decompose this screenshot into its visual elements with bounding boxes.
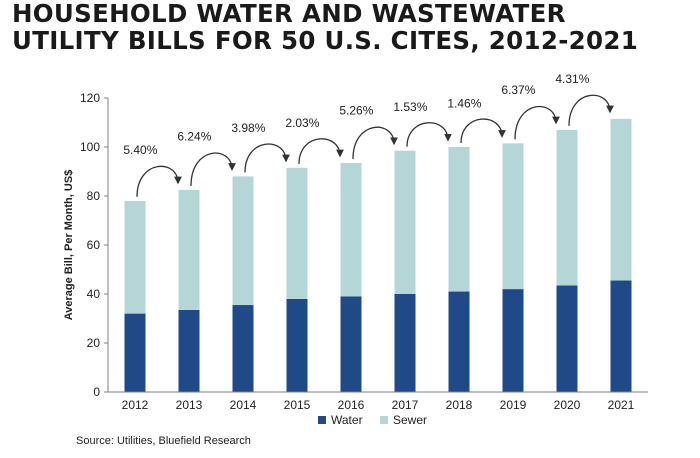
x-tick-label: 2021 bbox=[608, 398, 635, 412]
growth-arrow bbox=[136, 165, 182, 197]
legend-label-water: Water bbox=[331, 413, 363, 427]
title-line-1: HOUSEHOLD WATER AND WASTEWATER bbox=[12, 0, 566, 28]
growth-arrow bbox=[568, 94, 614, 126]
growth-label: 5.40% bbox=[123, 143, 157, 157]
growth-arrow bbox=[244, 143, 290, 173]
bar-sewer bbox=[340, 162, 362, 297]
x-tick-label: 2020 bbox=[554, 398, 581, 412]
x-tick-label: 2014 bbox=[230, 398, 257, 412]
bar-sewer bbox=[448, 147, 470, 292]
bar-water bbox=[178, 309, 200, 392]
growth-arrow bbox=[298, 138, 344, 164]
bar-sewer bbox=[178, 189, 200, 310]
bar-water bbox=[610, 280, 632, 392]
x-tick-label: 2017 bbox=[392, 398, 419, 412]
y-tick-label: 60 bbox=[87, 238, 101, 252]
bar-sewer bbox=[124, 200, 146, 314]
bar-water bbox=[340, 296, 362, 392]
growth-label: 4.31% bbox=[555, 72, 589, 86]
y-tick-label: 100 bbox=[80, 140, 100, 154]
growth-label: 6.37% bbox=[501, 83, 535, 97]
growth-arrow bbox=[352, 126, 398, 159]
bar-water bbox=[394, 294, 416, 392]
x-tick-label: 2013 bbox=[176, 398, 203, 412]
y-tick-label: 20 bbox=[87, 336, 101, 350]
legend-swatch-water bbox=[318, 416, 326, 424]
growth-label: 2.03% bbox=[285, 116, 319, 130]
bar-sewer bbox=[610, 118, 632, 281]
y-tick-label: 40 bbox=[87, 287, 101, 301]
growth-label: 6.24% bbox=[177, 129, 211, 143]
bar-water bbox=[448, 291, 470, 392]
bar-water bbox=[124, 313, 146, 392]
growth-label: 5.26% bbox=[339, 104, 373, 118]
growth-arrow bbox=[460, 118, 506, 144]
bar-sewer bbox=[394, 150, 416, 294]
bar-water bbox=[232, 305, 254, 392]
y-axis-title: Average Bill, Per Month, US$ bbox=[63, 170, 75, 321]
bar-sewer bbox=[232, 176, 254, 306]
bar-water bbox=[286, 298, 308, 392]
x-tick-label: 2016 bbox=[338, 398, 365, 412]
title-line-2: UTILITY BILLS FOR 50 U.S. CITES, 2012-20… bbox=[12, 26, 639, 55]
growth-label: 3.98% bbox=[231, 121, 265, 135]
legend-label-sewer: Sewer bbox=[393, 413, 427, 427]
growth-label: 1.46% bbox=[447, 96, 481, 110]
bar-water bbox=[556, 285, 578, 392]
growth-arrow bbox=[514, 105, 560, 140]
growth-arrow bbox=[406, 122, 452, 147]
chart-title: HOUSEHOLD WATER AND WASTEWATER UTILITY B… bbox=[12, 0, 638, 54]
y-tick-label: 80 bbox=[87, 189, 101, 203]
growth-label: 1.53% bbox=[393, 100, 427, 114]
y-tick-label: 120 bbox=[80, 91, 100, 105]
bar-water bbox=[502, 289, 524, 392]
bar-sewer bbox=[502, 143, 524, 290]
x-tick-label: 2019 bbox=[500, 398, 527, 412]
legend-swatch-sewer bbox=[380, 416, 388, 424]
x-tick-label: 2012 bbox=[122, 398, 149, 412]
source-note: Source: Utilities, Bluefield Research bbox=[76, 435, 251, 447]
x-tick-label: 2015 bbox=[284, 398, 311, 412]
y-tick-label: 0 bbox=[93, 385, 100, 399]
growth-arrow bbox=[190, 152, 236, 186]
bar-sewer bbox=[286, 167, 308, 299]
x-tick-label: 2018 bbox=[446, 398, 473, 412]
bar-sewer bbox=[556, 129, 578, 286]
